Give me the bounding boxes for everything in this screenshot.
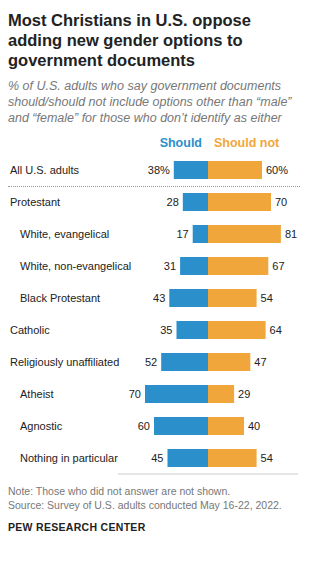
html-text:% of U.S. adults who say gover: % of U.S. adults who say government docu… [8,79,292,125]
svg-text:White, evangelical: White, evangelical [20,228,109,240]
svg-text:45: 45 [151,452,163,464]
svg-text:70: 70 [275,196,287,208]
svg-text:Religiously unaffiliated: Religiously unaffiliated [10,356,119,368]
html-text:Should: Should [159,136,202,150]
svg-text:Nothing in particular: Nothing in particular [20,452,118,464]
html-text:Most Christians in U.S. oppose: Most Christians in U.S. oppose adding ne… [8,11,251,69]
svg-text:60: 60 [138,420,150,432]
svg-text:47: 47 [254,356,266,368]
svg-text:81: 81 [285,228,297,240]
svg-text:60%: 60% [266,164,288,176]
svg-text:28: 28 [167,196,179,208]
svg-text:31: 31 [164,260,176,272]
svg-text:29: 29 [238,388,250,400]
svg-text:Agnostic: Agnostic [20,420,63,432]
html-text:Note: Those who did not answer: Note: Those who did not answer are not s… [8,485,231,497]
svg-text:54: 54 [261,292,273,304]
svg-text:Protestant: Protestant [10,196,60,208]
svg-text:70: 70 [129,388,141,400]
svg-text:White, non-evangelical: White, non-evangelical [20,260,131,272]
html-text:PEW RESEARCH CENTER: PEW RESEARCH CENTER [8,521,146,533]
svg-text:52: 52 [145,356,157,368]
html-text:Source: Survey of U.S. adults: Source: Survey of U.S. adults conducted … [8,499,282,511]
svg-text:All U.S. adults: All U.S. adults [10,164,80,176]
svg-text:35: 35 [160,324,172,336]
svg-text:Black Protestant: Black Protestant [20,292,100,304]
svg-text:Atheist: Atheist [20,388,54,400]
svg-text:17: 17 [176,228,188,240]
svg-text:38%: 38% [148,164,170,176]
html-text:Should not: Should not [214,136,280,150]
svg-text:67: 67 [272,260,284,272]
svg-text:54: 54 [261,452,273,464]
svg-text:64: 64 [270,324,282,336]
svg-text:43: 43 [153,292,165,304]
svg-text:40: 40 [248,420,260,432]
svg-text:Catholic: Catholic [10,324,50,336]
